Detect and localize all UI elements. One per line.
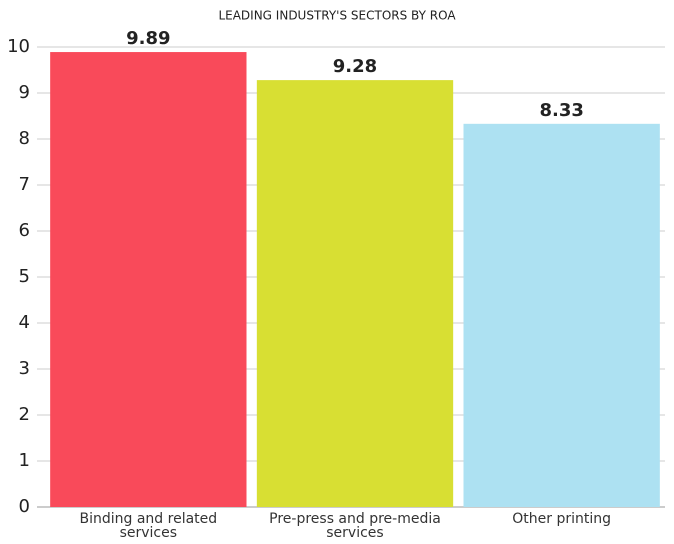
y-tick-label: 4 xyxy=(19,312,30,333)
y-tick-label: 9 xyxy=(19,82,30,103)
y-tick-label: 5 xyxy=(19,266,30,287)
chart-title: LEADING INDUSTRY'S SECTORS BY ROA xyxy=(218,9,456,23)
bar xyxy=(50,52,247,508)
y-tick-label: 3 xyxy=(19,358,30,379)
y-tick-label: 10 xyxy=(7,36,30,57)
x-tick-label: Binding and related services xyxy=(79,511,218,541)
bar xyxy=(256,80,454,508)
y-tick-label: 0 xyxy=(19,496,30,517)
y-tick-label: 6 xyxy=(19,220,30,241)
bar xyxy=(463,123,660,507)
y-tick-label: 1 xyxy=(19,450,30,471)
y-tick-label: 2 xyxy=(19,404,30,425)
y-tick-label: 8 xyxy=(19,128,30,149)
x-tick-label: Pre-press and pre-media services xyxy=(269,511,441,541)
y-tick-label: 7 xyxy=(19,174,30,195)
value-label: 9.28 xyxy=(333,56,377,77)
value-label: 9.89 xyxy=(126,28,170,49)
x-tick-label: Other printing xyxy=(512,511,612,527)
value-label: 8.33 xyxy=(539,100,583,121)
